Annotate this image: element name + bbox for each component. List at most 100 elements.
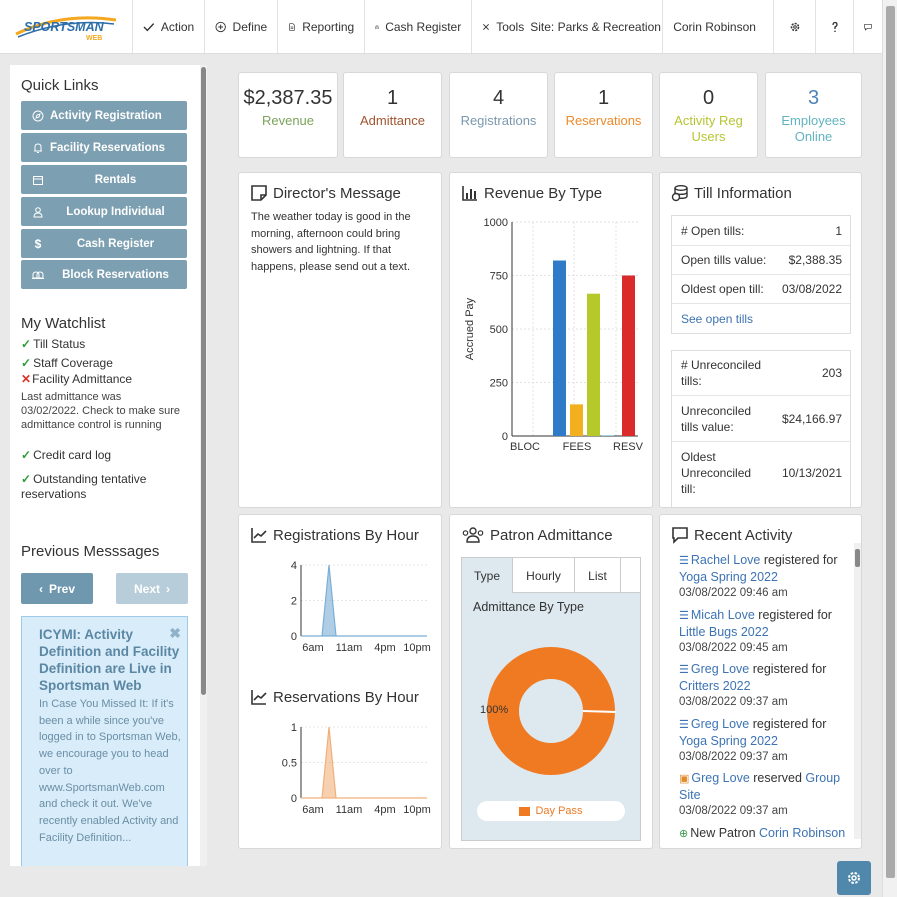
patron-link[interactable]: Greg Love [690, 717, 750, 731]
chevron-right-icon: › [166, 581, 170, 596]
activity-target-link[interactable]: Group Site [679, 771, 841, 802]
till-row-value: 1 [835, 223, 842, 238]
watchlist-item-label: Facility Admittance [32, 372, 133, 386]
stat-card-employees-online[interactable]: 3 Employees Online [765, 72, 862, 158]
prev-button[interactable]: ‹ Prev [21, 573, 93, 604]
activity-action: New Patron [690, 826, 756, 840]
patron-link[interactable]: Greg Love [690, 662, 750, 676]
patron-link[interactable]: Rachel Love [690, 553, 761, 567]
patron-link[interactable]: Micah Love [690, 608, 755, 622]
page-scrollbar-thumb[interactable] [886, 6, 895, 878]
watchlist-item-label: Credit card log [33, 448, 112, 462]
bells-icon [28, 269, 48, 281]
nav-settings[interactable] [774, 0, 817, 53]
plus-circle-icon [215, 21, 227, 32]
watchlist-item[interactable]: ✓ Credit card log [21, 448, 181, 463]
note-icon [251, 185, 267, 201]
stat-value: 1 [386, 87, 399, 109]
coins-icon [671, 185, 688, 202]
pie-percent-label: 100% [480, 704, 508, 716]
quick-link-label: Rentals [94, 173, 137, 186]
activity-target-link[interactable]: Yoga Spring 2022 [679, 734, 778, 748]
tab-type[interactable]: Type [462, 558, 513, 593]
x-tick-label: 10pm [403, 642, 431, 654]
activity-item: ☰ Greg Love registered for Yoga Spring 20… [679, 716, 849, 765]
till-information-title: Till Information [671, 184, 792, 202]
watchlist-title: My Watchlist [21, 315, 106, 332]
nav-reporting[interactable]: Reporting [278, 0, 366, 53]
directors-message-body: The weather today is good in the morning… [251, 211, 411, 273]
nav-chat[interactable] [854, 0, 882, 53]
activity-action: registered for [763, 553, 838, 567]
sidebar-scrollbar-thumb[interactable] [201, 67, 206, 695]
quick-link-facility-reservations[interactable]: Facility Reservations [21, 133, 187, 162]
activity-target-link[interactable]: Yoga Spring 2022 [679, 570, 778, 584]
watchlist-item[interactable]: ✓ Staff Coverage [21, 356, 181, 371]
watchlist-item[interactable]: ✓ Till Status [21, 337, 181, 352]
next-button[interactable]: Next › [116, 573, 188, 604]
activity-action: registered for [752, 662, 827, 676]
panel-title-text: Registrations By Hour [273, 526, 419, 544]
stat-card-activity-reg-users[interactable]: 0 Activity Reg Users [659, 72, 758, 158]
quick-link-label: Lookup Individual [66, 205, 165, 218]
till-information-panel: Till Information # Open tills: 1 Open til… [659, 172, 862, 508]
watchlist-item[interactable]: ✕Facility Admittance [21, 372, 181, 387]
stat-card-admittance[interactable]: 1 Admittance [343, 72, 442, 158]
quick-link-cash-register[interactable]: $ Cash Register [21, 229, 187, 258]
sidebar-scrollbar[interactable] [200, 65, 207, 866]
nav-cash-register[interactable]: Cash Register [365, 0, 473, 53]
nav-user-menu[interactable]: Corin Robinson [663, 0, 775, 53]
revenue-by-type-panel: Revenue By Type 0 250 500 750 1000 Accrued Pa… [449, 172, 653, 508]
nav-tools[interactable]: Tools [472, 0, 524, 53]
sportsman-logo[interactable]: SPORTSMAN WEB [0, 0, 134, 53]
svg-text:WEB: WEB [86, 35, 102, 42]
quick-link-activity-registration[interactable]: Activity Registration [21, 101, 187, 130]
directors-message-panel: Director's Message The weather today is … [238, 172, 442, 508]
stat-value: 3 [807, 87, 820, 109]
stat-label: Admittance [359, 113, 426, 128]
stat-card-registrations[interactable]: 4 Registrations [449, 72, 548, 158]
nav-help[interactable] [816, 0, 854, 53]
nav-define[interactable]: Define [205, 0, 279, 53]
check-icon [143, 22, 155, 31]
see-open-tills-link[interactable]: See open tills [681, 311, 754, 326]
floating-settings-button[interactable] [837, 861, 871, 895]
gear-icon [790, 22, 799, 31]
quick-link-rentals[interactable]: Rentals [21, 165, 187, 194]
x-tick-label: 6am [302, 642, 323, 654]
bar-chart-icon [462, 186, 477, 201]
legend-swatch [519, 806, 531, 816]
quick-link-lookup-individual[interactable]: Lookup Individual [21, 197, 187, 226]
recent-activity-scrollbar-thumb[interactable] [855, 549, 860, 567]
close-icon[interactable]: ✖ [169, 625, 181, 641]
activity-action: reserved [753, 771, 802, 785]
list-icon: ☰ [679, 719, 689, 731]
bar [587, 293, 600, 436]
list-icon: ☰ [679, 555, 689, 567]
patron-link[interactable]: Corin Robinson [759, 826, 846, 840]
nav-define-label: Define [232, 19, 268, 34]
watchlist-item[interactable]: ✓ Outstanding tentative reservations [21, 472, 181, 502]
y-tick-label: 1000 [484, 217, 508, 229]
recent-activity-scrollbar[interactable] [854, 543, 861, 839]
quick-link-block-reservations[interactable]: Block Reservations [21, 260, 187, 289]
stat-value: 1 [597, 87, 610, 109]
tab-list[interactable]: List [575, 558, 621, 593]
nav-cash-register-label: Cash Register [385, 19, 462, 34]
x-tick-label: RESV [613, 441, 644, 453]
till-row-label: # Unreconciled tills: [681, 358, 762, 388]
page-scrollbar[interactable] [882, 0, 897, 897]
nav-site-selector[interactable]: Site: Parks & Recreation [524, 0, 664, 53]
patron-link[interactable]: Greg Love [691, 771, 750, 785]
x-tick-label: 11am [336, 642, 363, 654]
panel-title-text: Till Information [694, 184, 792, 202]
tab-hourly[interactable]: Hourly [513, 558, 575, 593]
stat-card-reservations[interactable]: 1 Reservations [554, 72, 653, 158]
nav-action[interactable]: Action [133, 0, 206, 53]
activity-target-link[interactable]: Critters 2022 [679, 679, 751, 693]
y-tick-label: 4 [291, 560, 297, 572]
reservations-area-chart: 0 0.5 1 6am 11am 4pm 10pm [282, 722, 431, 816]
top-navbar: SPORTSMAN WEB Action Define Reporting Ca… [0, 0, 882, 54]
activity-target-link[interactable]: Little Bugs 2022 [679, 625, 769, 639]
stat-card-revenue[interactable]: $2,387.35 Revenue [238, 72, 338, 158]
